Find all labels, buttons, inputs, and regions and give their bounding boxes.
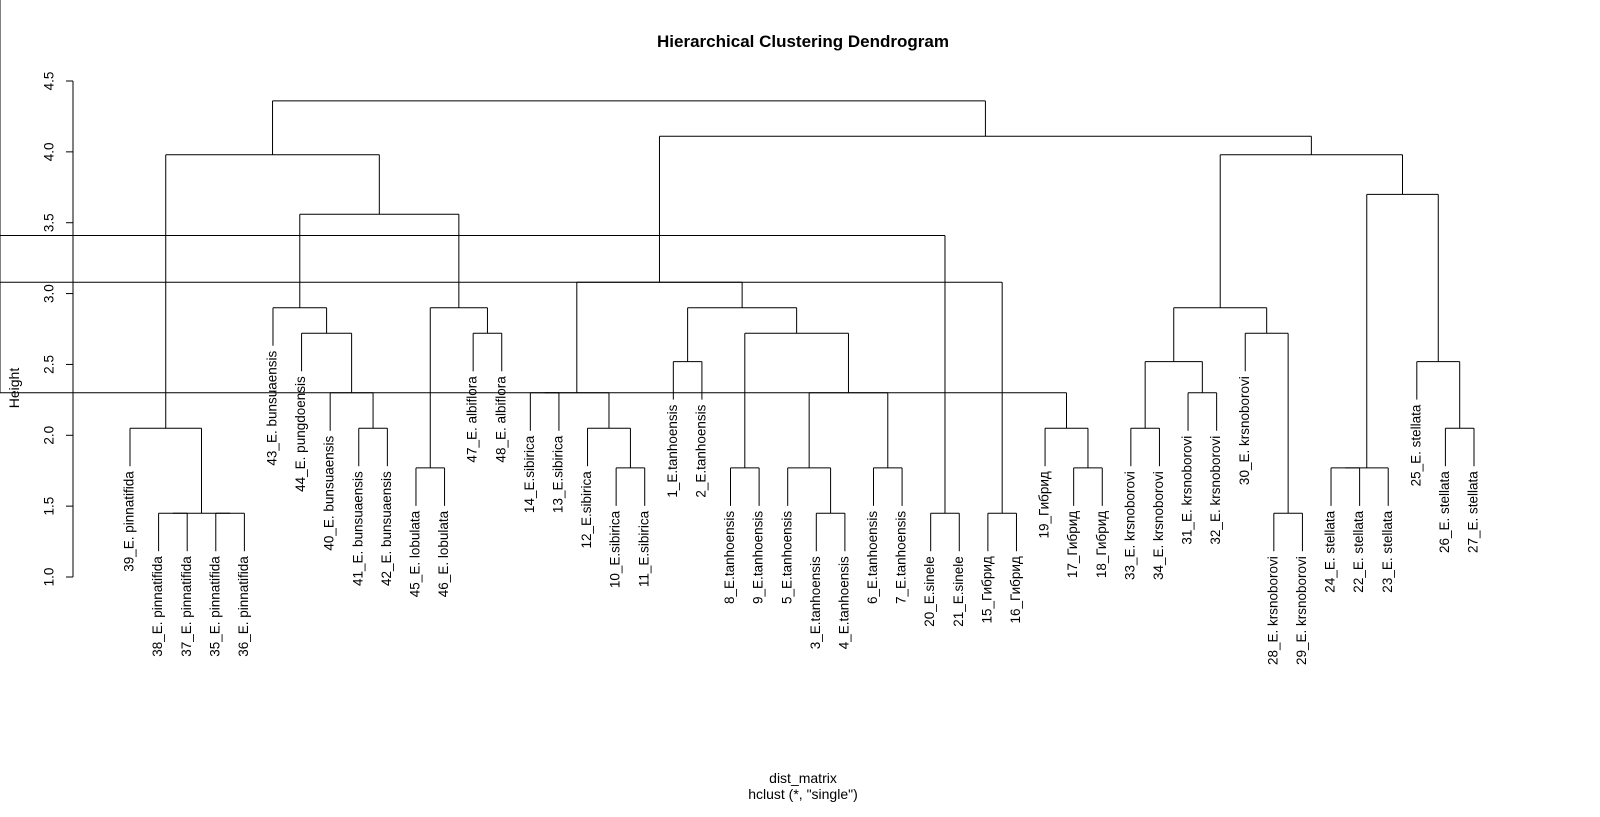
y-tick-label: 2.5 [42,355,57,374]
leaf-label: 23_E. stellata [1380,510,1395,592]
leaf-label: 15_Гибрид [979,556,994,623]
leaf-label: 41_E. bunsuaensis [350,471,365,586]
leaf-label: 20_E.sinele [922,556,937,627]
leaf-label: 29_E. krsnoborovi [1294,556,1309,665]
leaf-label: 26_E. stellata [1437,471,1452,553]
leaf-label: 24_E. stellata [1323,510,1338,592]
leaf-label: 35_E. pinnatifida [207,556,222,657]
leaf-label: 14_E.sibirica [522,435,537,513]
y-tick-label: 2.0 [42,426,57,445]
leaf-label: 30_E. krsnoborovi [1237,376,1252,485]
leaf-label: 2_E.tanhoensis [693,404,708,497]
leaf-label: 34_E. krsnoborovi [1151,471,1166,580]
leaf-label: 40_E. bunsuaensis [322,436,337,551]
leaf-label: 28_E. krsnoborovi [1265,556,1280,665]
leaf-label: 3_E.tanhoensis [808,556,823,649]
chart-title: Hierarchical Clustering Dendrogram [657,32,949,51]
leaf-label: 6_E.tanhoensis [865,511,880,604]
leaf-label: 33_E. krsnoborovi [1122,471,1137,580]
x-axis-label: dist_matrix [769,770,837,786]
leaf-label: 31_E. krsnoborovi [1180,436,1195,545]
leaf-label: 9_E.tanhoensis [751,511,766,604]
dendrogram-tree [0,0,1475,552]
leaf-label: 45_E. lobulata [408,510,423,597]
leaf-label: 25_E. stellata [1408,404,1423,486]
y-tick-label: 4.0 [42,142,57,161]
leaf-label: 18_Гибрид [1094,511,1109,578]
y-tick-label: 4.5 [42,72,57,91]
y-tick-label: 1.5 [42,497,57,516]
leaf-label: 32_E. krsnoborovi [1208,436,1223,545]
leaf-label: 46_E. lobulata [436,510,451,597]
y-tick-label: 1.0 [42,568,57,587]
leaf-label: 7_E.tanhoensis [894,511,909,604]
leaf-label: 11_E.sibirica [636,510,651,587]
leaf-labels: 39_E. pinnatifida 38_E. pinnatifida 37_E. … [122,351,1481,666]
leaf-label: 4_E.tanhoensis [836,556,851,649]
leaf-label: 38_E. pinnatifida [150,556,165,657]
leaf-label: 22_E. stellata [1351,510,1366,592]
leaf-label: 5_E.tanhoensis [779,511,794,604]
leaf-label: 39_E. pinnatifida [122,471,137,572]
y-tick-label: 3.0 [42,284,57,303]
subtitle-method: hclust (*, "single") [748,786,858,802]
leaf-label: 19_Гибрид [1037,471,1052,538]
y-tick-label: 3.5 [42,213,57,232]
leaf-label: 47_E. albiflora [465,376,480,463]
leaf-label: 48_E. albiflora [493,376,508,463]
leaf-label: 36_E. pinnatifida [236,556,251,657]
leaf-label: 8_E.tanhoensis [722,511,737,604]
leaf-label: 37_E. pinnatifida [179,556,194,657]
leaf-label: 10_E.sibirica [608,510,623,588]
leaf-label: 13_E.sibirica [550,435,565,513]
leaf-label: 12_E.sibirica [579,471,594,549]
leaf-label: 43_E. bunsuaensis [265,351,280,466]
leaf-label: 16_Гибрид [1008,556,1023,623]
leaf-label: 44_E. pungdoensis [293,376,308,492]
y-axis: 1.0 1.5 2.0 2.5 3.0 3.5 4.0 4.5 [42,72,74,587]
leaf-label: 1_E.tanhoensis [665,404,680,497]
leaf-label: 42_E. bunsuaensis [379,471,394,586]
leaf-label: 17_Гибрид [1065,511,1080,578]
y-axis-label: Height [6,368,22,409]
leaf-label: 27_E. stellata [1466,471,1481,553]
leaf-label: 21_E.sinele [951,556,966,627]
